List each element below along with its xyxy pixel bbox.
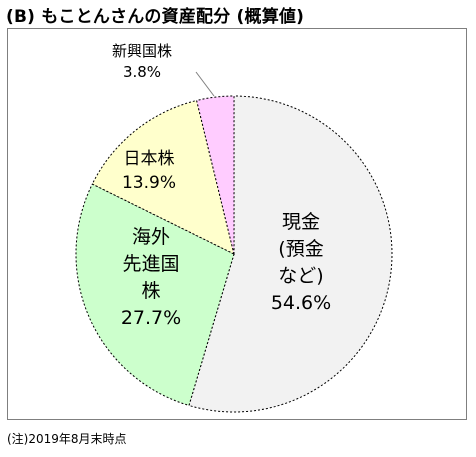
slice-label-developed-stocks-line-3: 株 <box>141 280 160 302</box>
slice-label-cash-line-3: など) <box>278 265 323 287</box>
slice-label-cash-line-2: (預金 <box>278 238 323 260</box>
leader-line-emerging <box>195 71 215 97</box>
slice-value-developed-stocks: 27.7% <box>121 307 181 329</box>
slice-label-emerging-stocks-line-1: 新興国株 <box>112 42 172 60</box>
slice-value-cash: 54.6% <box>271 292 331 314</box>
chart-title: (B) もことんさんの資産配分 (概算値) <box>6 7 305 27</box>
slice-value-japan-stocks: 13.9% <box>122 173 176 193</box>
slice-label-developed-stocks-line-1: 海外 <box>132 226 170 248</box>
pie-slice-emerging-stocks <box>196 95 235 255</box>
slice-label-japan-stocks-line-1: 日本株 <box>124 149 175 169</box>
pie-slice-developed-stocks <box>75 183 235 407</box>
slice-value-emerging-stocks: 3.8% <box>123 63 161 81</box>
pie-slices <box>75 95 393 413</box>
pie-slice-japan-stocks <box>91 99 235 255</box>
slice-label-developed-stocks-line-2: 先進国 <box>122 253 179 275</box>
slice-label-cash-line-1: 現金 <box>282 211 320 233</box>
pie-slice-cash <box>188 95 393 413</box>
chart-frame <box>7 28 467 420</box>
footnote: (注)2019年8月末時点 <box>7 432 127 446</box>
